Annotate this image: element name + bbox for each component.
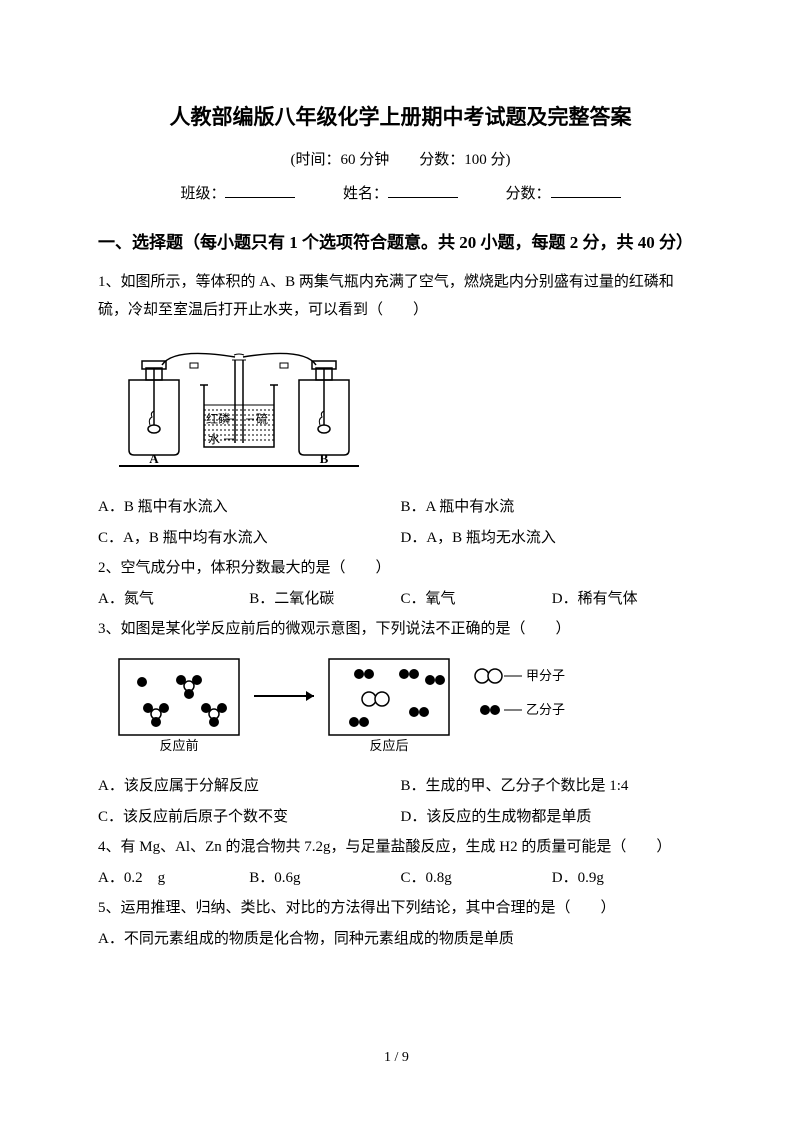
section-1-heading: 一、选择题（每小题只有 1 个选项符合题意。共 20 小题，每题 2 分，共 4…	[98, 223, 703, 264]
svg-text:乙分子: 乙分子	[526, 702, 565, 717]
score-label: 分数：	[506, 186, 551, 202]
q2-opt-d: D．稀有气体	[552, 585, 703, 614]
question-1-figure: A B	[114, 335, 703, 486]
q3-opt-b: B．生成的甲、乙分子个数比是 1:4	[401, 772, 704, 801]
question-3-figure: 反应前 反应后 甲分子 乙分子	[114, 654, 703, 765]
question-2-text: 2、空气成分中，体积分数最大的是（ ）	[98, 554, 703, 583]
question-2-options: A．氮气 B．二氧化碳 C．氧气 D．稀有气体	[98, 585, 703, 614]
question-3-text: 3、如图是某化学反应前后的微观示意图，下列说法不正确的是（ ）	[98, 615, 703, 644]
fill-row: 班级： 姓名： 分数：	[98, 180, 703, 209]
question-1-options-row1: A．B 瓶中有水流入 B．A 瓶中有水流	[98, 493, 703, 522]
question-1-text: 1、如图所示，等体积的 A、B 两集气瓶内充满了空气，燃烧匙内分别盛有过量的红磷…	[98, 268, 703, 325]
q1-opt-a: A．B 瓶中有水流入	[98, 493, 401, 522]
page-title: 人教部编版八年级化学上册期中考试题及完整答案	[98, 98, 703, 138]
q4-opt-b: B．0.6g	[249, 864, 400, 893]
svg-text:B: B	[320, 451, 329, 466]
q4-opt-a: A．0.2 g	[98, 864, 249, 893]
page-number: 1 / 9	[0, 1045, 793, 1072]
q1-opt-b: B．A 瓶中有水流	[401, 493, 704, 522]
q2-opt-b: B．二氧化碳	[249, 585, 400, 614]
svg-text:红磷: 红磷	[206, 411, 230, 426]
svg-text:反应后: 反应后	[369, 738, 408, 753]
question-4-text: 4、有 Mg、Al、Zn 的混合物共 7.2g，与足量盐酸反应，生成 H2 的质…	[98, 833, 703, 862]
svg-text:反应前: 反应前	[159, 738, 198, 753]
q1-opt-c: C．A，B 瓶中均有水流入	[98, 524, 401, 553]
q3-opt-a: A．该反应属于分解反应	[98, 772, 401, 801]
subtitle: (时间：60 分钟 分数：100 分)	[98, 146, 703, 175]
q4-opt-d: D．0.9g	[552, 864, 703, 893]
name-blank[interactable]	[388, 180, 458, 198]
question-3-options-row1: A．该反应属于分解反应 B．生成的甲、乙分子个数比是 1:4	[98, 772, 703, 801]
q3-opt-c: C．该反应前后原子个数不变	[98, 803, 401, 832]
q2-opt-c: C．氧气	[401, 585, 552, 614]
question-4-options: A．0.2 g B．0.6g C．0.8g D．0.9g	[98, 864, 703, 893]
question-5-text: 5、运用推理、归纳、类比、对比的方法得出下列结论，其中合理的是（ ）	[98, 894, 703, 923]
question-3-options-row2: C．该反应前后原子个数不变 D．该反应的生成物都是单质	[98, 803, 703, 832]
svg-text:硫: 硫	[256, 411, 268, 426]
q5-opt-a: A．不同元素组成的物质是化合物，同种元素组成的物质是单质	[98, 925, 703, 954]
svg-text:水: 水	[208, 432, 220, 446]
class-blank[interactable]	[225, 180, 295, 198]
question-1-options-row2: C．A，B 瓶中均有水流入 D．A，B 瓶均无水流入	[98, 524, 703, 553]
q4-opt-c: C．0.8g	[401, 864, 552, 893]
score-blank[interactable]	[551, 180, 621, 198]
q1-opt-d: D．A，B 瓶均无水流入	[401, 524, 704, 553]
svg-text:A: A	[149, 451, 159, 466]
name-label: 姓名：	[343, 186, 388, 202]
q2-opt-a: A．氮气	[98, 585, 249, 614]
class-label: 班级：	[180, 186, 225, 202]
q3-opt-d: D．该反应的生成物都是单质	[401, 803, 704, 832]
svg-text:甲分子: 甲分子	[526, 668, 565, 683]
